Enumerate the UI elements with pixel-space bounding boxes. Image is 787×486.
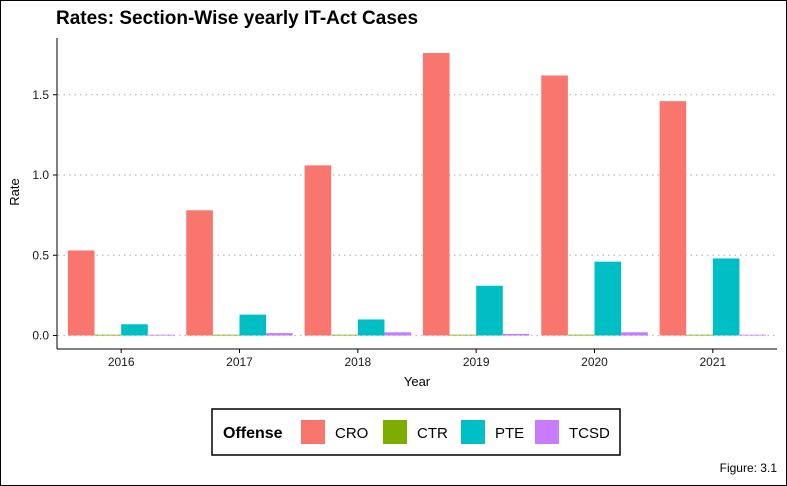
x-tick-label: 2016 (108, 355, 135, 369)
bar-cro-2021 (659, 101, 687, 336)
legend-items: CRO CTR PTE TCSD (301, 420, 610, 444)
legend: Offense CRO CTR PTE TCSD (211, 408, 621, 456)
y-tick-label: 0.5 (32, 248, 49, 262)
x-tick-label: 2017 (226, 355, 253, 369)
chart-title: Rates: Section-Wise yearly IT-Act Cases (56, 8, 418, 29)
legend-label-cro: CRO (335, 425, 368, 442)
bar-pte-2020 (594, 261, 622, 336)
legend-label-pte: PTE (495, 425, 524, 442)
bar-cro-2016 (67, 250, 95, 336)
bar-pte-2017 (239, 314, 267, 336)
bar-cro-2019 (422, 53, 450, 336)
x-axis-title: Year (404, 374, 431, 389)
legend-key-tcsd (535, 420, 559, 444)
bar-tcsd-2021 (739, 334, 767, 336)
bar-cro-2020 (541, 75, 568, 336)
x-tick-label: 2018 (344, 355, 371, 369)
bar-tcsd-2019 (502, 333, 530, 336)
bar-ctr-2016 (94, 334, 122, 336)
bar-ctr-2019 (449, 334, 477, 336)
bar-tcsd-2018 (384, 332, 412, 336)
bar-pte-2018 (357, 319, 385, 336)
legend-label-ctr: CTR (417, 425, 448, 442)
bar-tcsd-2020 (621, 332, 648, 336)
bars (67, 53, 767, 336)
bar-ctr-2020 (567, 334, 595, 336)
legend-key-cro (301, 420, 325, 444)
legend-key-ctr (383, 420, 407, 444)
x-tick-label: 2019 (463, 355, 490, 369)
axes: 0.0 0.5 1.0 1.5 2016 2017 2018 2019 2020 2021 (32, 38, 777, 369)
bar-pte-2016 (121, 324, 148, 336)
y-tick-label: 1.5 (32, 88, 49, 102)
legend-title: Offense (223, 425, 283, 442)
bar-cro-2017 (186, 210, 213, 336)
bar-tcsd-2017 (266, 333, 293, 336)
bar-ctr-2021 (686, 334, 713, 336)
x-tick-label: 2020 (581, 355, 608, 369)
y-tick-label: 1.0 (32, 168, 49, 182)
bar-ctr-2018 (331, 334, 358, 336)
bar-tcsd-2016 (147, 334, 175, 336)
y-axis-title: Rate (7, 178, 22, 205)
bar-pte-2021 (712, 258, 740, 336)
x-tick-label: 2021 (699, 355, 726, 369)
figure-caption: Figure: 3.1 (720, 461, 778, 475)
legend-label-tcsd: TCSD (569, 425, 610, 442)
legend-key-pte (461, 420, 485, 444)
bar-cro-2018 (304, 165, 332, 336)
bar-pte-2019 (476, 285, 503, 336)
bar-ctr-2017 (212, 334, 240, 336)
y-tick-label: 0.0 (32, 329, 49, 343)
